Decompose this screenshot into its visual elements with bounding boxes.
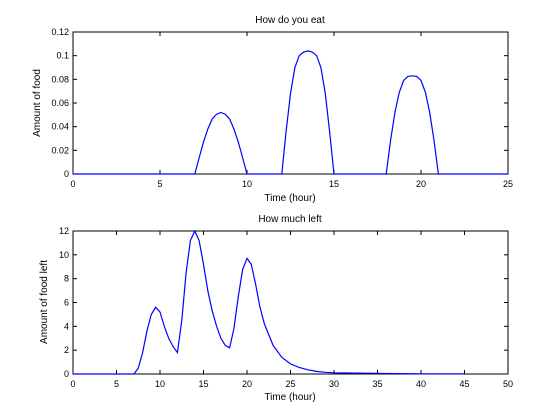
- y-tick-label: 0: [64, 369, 69, 379]
- x-tick-label: 35: [372, 379, 382, 389]
- axis-ticks: 0 5 10 15 20 25 30 35 40 45 50 0 2 4 6 8 10 12: [59, 226, 513, 389]
- x-tick-label: 40: [416, 379, 426, 389]
- y-tick-label: 8: [64, 274, 69, 284]
- x-tick-label: 20: [416, 179, 426, 189]
- series-marks: [73, 229, 465, 375]
- x-tick-label: 25: [285, 379, 295, 389]
- y-tick-label: 2: [64, 345, 69, 355]
- x-tick-label: 10: [155, 379, 165, 389]
- y-tick-label: 0.02: [51, 145, 69, 155]
- plot-area: [72, 31, 509, 175]
- x-tick-label: 45: [459, 379, 469, 389]
- series-line: [73, 229, 465, 375]
- x-tick-label: 5: [157, 179, 162, 189]
- plot-area: [72, 230, 509, 375]
- x-axis-label: Time (hour): [264, 392, 315, 403]
- y-tick-label: 0.12: [51, 27, 69, 37]
- y-tick-label: 0: [64, 169, 69, 179]
- y-tick-label: 0.1: [56, 51, 69, 61]
- y-tick-label: 6: [64, 298, 69, 308]
- y-axis-label: Amount of food left: [39, 260, 50, 344]
- series-line: [73, 50, 508, 175]
- x-tick-label: 20: [242, 379, 252, 389]
- y-tick-label: 4: [64, 321, 69, 331]
- x-tick-label: 25: [503, 179, 513, 189]
- x-tick-label: 15: [198, 379, 208, 389]
- y-tick-label: 12: [59, 226, 69, 236]
- y-tick-label: 0.08: [51, 74, 69, 84]
- y-axis-label: Amount of food: [32, 69, 43, 137]
- x-tick-label: 15: [329, 179, 339, 189]
- axis-ticks: 0 5 10 15 20 25 0 0.02 0.04 0.06 0.08 0.1 0.12: [51, 27, 513, 189]
- y-tick-label: 0.04: [51, 122, 69, 132]
- y-tick-label: 10: [59, 250, 69, 260]
- x-tick-label: 10: [242, 179, 252, 189]
- x-axis-label: Time (hour): [264, 193, 315, 204]
- y-tick-label: 0.06: [51, 98, 69, 108]
- x-tick-label: 0: [70, 179, 75, 189]
- x-tick-label: 5: [114, 379, 119, 389]
- chart-how-do-you-eat: How do you eat Time (hour) Amount of foo…: [32, 15, 513, 204]
- chart-title: How much left: [258, 214, 322, 225]
- x-tick-label: 0: [70, 379, 75, 389]
- chart-title: How do you eat: [255, 15, 325, 26]
- series-marks: [73, 50, 508, 175]
- chart-how-much-left: How much left Time (hour) Amount of food…: [39, 214, 513, 403]
- x-tick-label: 30: [329, 379, 339, 389]
- x-tick-label: 50: [503, 379, 513, 389]
